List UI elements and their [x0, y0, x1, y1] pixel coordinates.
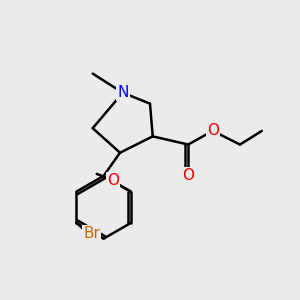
Text: O: O [182, 168, 194, 183]
Text: Br: Br [83, 226, 100, 242]
Text: N: N [117, 85, 128, 100]
Text: O: O [207, 123, 219, 138]
Text: O: O [107, 173, 119, 188]
